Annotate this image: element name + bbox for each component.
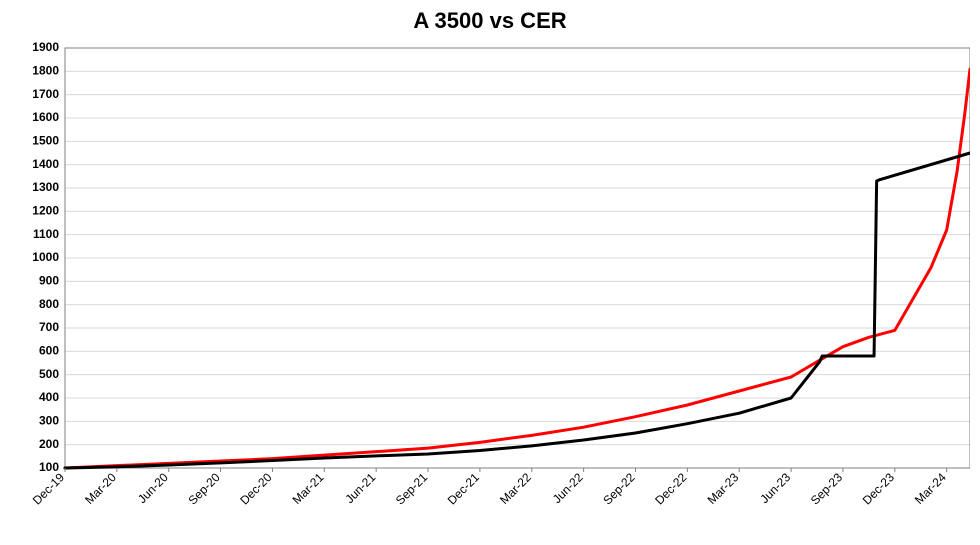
y-tick-label: 1900 [32, 40, 59, 54]
y-tick-label: 800 [39, 297, 59, 311]
x-tick-label: Jun-22 [550, 470, 586, 506]
x-tick-label: Sep-21 [393, 470, 430, 507]
y-tick-label: 1200 [32, 204, 59, 218]
y-tick-label: 1000 [32, 250, 59, 264]
series-cer [65, 153, 970, 468]
x-tick-label: Dec-21 [445, 470, 482, 507]
y-tick-label: 1800 [32, 64, 59, 78]
x-tick-label: Sep-22 [600, 470, 637, 507]
y-tick-label: 400 [39, 390, 59, 404]
x-tick-label: Mar-23 [705, 470, 742, 507]
x-tick-label: Sep-20 [185, 470, 222, 507]
x-tick-label: Dec-22 [652, 470, 689, 507]
x-tick-label: Dec-19 [30, 470, 67, 507]
x-tick-label: Jun-23 [757, 470, 793, 506]
y-tick-label: 600 [39, 344, 59, 358]
chart-svg: 1002003004005006007008009001000110012001… [10, 40, 970, 540]
y-tick-label: 1600 [32, 110, 59, 124]
x-tick-label: Mar-24 [912, 470, 949, 507]
y-tick-label: 900 [39, 274, 59, 288]
chart-container: A 3500 vs CER 10020030040050060070080090… [0, 0, 980, 545]
x-tick-label: Mar-21 [290, 470, 327, 507]
y-tick-label: 1700 [32, 87, 59, 101]
x-tick-label: Mar-20 [82, 470, 119, 507]
x-tick-label: Jun-21 [342, 470, 378, 506]
series-a-3500 [65, 69, 970, 468]
x-tick-label: Jun-20 [135, 470, 171, 506]
x-tick-label: Sep-23 [808, 470, 845, 507]
y-tick-label: 500 [39, 367, 59, 381]
y-tick-label: 1300 [32, 180, 59, 194]
y-tick-label: 200 [39, 437, 59, 451]
x-tick-label: Dec-20 [237, 470, 274, 507]
x-tick-label: Mar-22 [497, 470, 534, 507]
y-tick-label: 700 [39, 320, 59, 334]
x-tick-label: Dec-23 [860, 470, 897, 507]
y-tick-label: 1400 [32, 157, 59, 171]
chart-title: A 3500 vs CER [0, 8, 980, 34]
y-tick-label: 1500 [32, 134, 59, 148]
y-tick-label: 1100 [33, 227, 59, 241]
y-tick-label: 300 [39, 414, 59, 428]
